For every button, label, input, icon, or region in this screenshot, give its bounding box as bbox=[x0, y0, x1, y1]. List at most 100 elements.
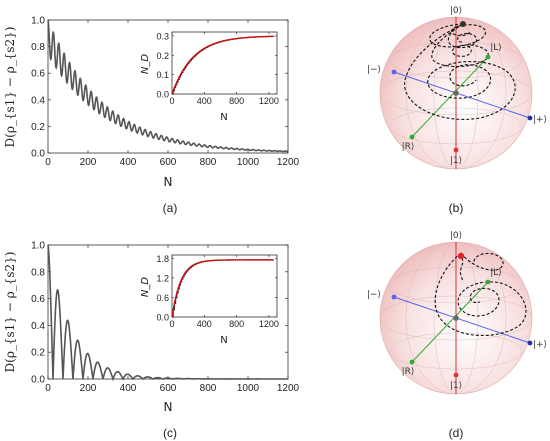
panel-a-xtick-label: 800 bbox=[200, 157, 217, 168]
sphere-b-point-R bbox=[409, 134, 415, 140]
sphere-d-ket-L: |L⟩ bbox=[490, 268, 502, 278]
panel-c-inset-xtick-label: 400 bbox=[197, 319, 212, 329]
panel-c-inset-xtick-label: 800 bbox=[229, 319, 244, 329]
panel-a-inset-ytick-label: 0.3 bbox=[156, 31, 169, 41]
panel-c-ticks: 0 200 400 600 800 1000 1200 0.0 0.2 0.4 0.6 0.8 1.0 bbox=[31, 241, 299, 395]
panel-c-inset-fit bbox=[171, 259, 274, 318]
panel-c-xlabel: N bbox=[164, 400, 173, 414]
panel-c-inset-ytick-label: 0.6 bbox=[156, 293, 169, 303]
panel-a-xtick-label: 1200 bbox=[277, 157, 300, 168]
sphere-d-x-axis bbox=[393, 296, 531, 344]
panel-a-curve bbox=[47, 19, 289, 153]
sphere-d-center bbox=[453, 315, 459, 321]
sphere-b-point-L bbox=[485, 54, 491, 60]
panel-c-ytick-label: 0.4 bbox=[31, 321, 45, 332]
panel-c-ytick-label: 0.8 bbox=[31, 267, 45, 278]
sphere-d-ket-1: |1⟩ bbox=[450, 381, 462, 391]
panel-c-inset-ylabel: N_D bbox=[140, 277, 151, 297]
sphere-b-trajectory bbox=[404, 23, 516, 120]
panel-c-caption: (c) bbox=[163, 426, 177, 440]
panel-a-xtick-label: 1000 bbox=[237, 157, 260, 168]
panel-c-xtick-label: 1000 bbox=[237, 383, 260, 394]
panel-c-inset-xtick-label: 0 bbox=[169, 319, 174, 329]
panel-a-inset-ytick-label: 0.0 bbox=[156, 90, 169, 100]
sphere-d-point-L bbox=[485, 279, 491, 285]
sphere-b-ket-minus: |−⟩ bbox=[367, 65, 381, 75]
sphere-b-center bbox=[453, 90, 459, 96]
sphere-d-state-top bbox=[457, 252, 465, 260]
panel-c-inset-ytick-label: 0.0 bbox=[156, 313, 169, 323]
panel-c-inset-ticks: 0 400 800 1200 0.0 0.6 1.2 1.8 bbox=[156, 254, 278, 329]
panel-a-xlabel: N bbox=[164, 175, 173, 189]
panel-a-xtick-label: 200 bbox=[80, 157, 97, 168]
panel-c-ytick-label: 0.6 bbox=[31, 294, 45, 305]
sphere-b-ket-R: |R⟩ bbox=[402, 142, 415, 152]
panel-a-inset: 0 400 800 1200 0.0 0.1 0.2 0.3 N N_D bbox=[140, 31, 279, 123]
panel-a-ytick-label: 1.0 bbox=[31, 16, 45, 27]
sphere-d-point-minus bbox=[391, 294, 397, 300]
sphere-d-ket-minus: |−⟩ bbox=[367, 290, 381, 300]
panel-c-inset-frame bbox=[171, 254, 278, 318]
sphere-b-ket-plus: |+⟩ bbox=[533, 115, 547, 125]
panel-a-inset-fit bbox=[171, 35, 274, 95]
panel-c-chart: 0 200 400 600 800 1000 12000.00.20.40.60.81.0 … bbox=[3, 241, 300, 441]
panel-c-ylabel: D(ρ_{s1} − ρ_{s2}) bbox=[3, 252, 17, 373]
panel-a-xtick-label: 0 bbox=[45, 157, 51, 168]
panel-a-inset-ytick-label: 0.1 bbox=[156, 70, 169, 80]
sphere-b-state-top bbox=[460, 21, 466, 27]
panel-b-caption: (b) bbox=[449, 201, 464, 215]
panel-a-ytick-label: 0.4 bbox=[31, 95, 45, 106]
panel-a-ticks: 0 200 400 600 800 1000 1200 0.0 0.2 0.4 0.6 0.8 1.0 bbox=[31, 16, 299, 169]
panel-c-inset-ytick-label: 1.8 bbox=[156, 254, 169, 264]
bloch-sphere-d: |0⟩ |1⟩ |−⟩ |+⟩ |L⟩ |R⟩ (d) bbox=[367, 231, 547, 440]
panel-a-inset-ytick-label: 0.2 bbox=[156, 51, 169, 61]
panel-a-xtick-label: 600 bbox=[160, 157, 177, 168]
sphere-b-ket-1: |1⟩ bbox=[450, 156, 462, 166]
panel-c-xtick-label: 800 bbox=[200, 383, 217, 394]
panel-a-ylabel: D(ρ_{s1} − ρ_{s2}) bbox=[3, 27, 17, 148]
sphere-b-point-minus bbox=[391, 69, 397, 75]
panel-a-xtick-label: 400 bbox=[120, 157, 137, 168]
panel-c-inset-ytick-label: 1.2 bbox=[156, 273, 169, 283]
sphere-d-y-axis bbox=[411, 281, 489, 363]
panel-a-inset-xtick-label: 400 bbox=[197, 96, 212, 106]
panel-a-inset-xtick-label: 800 bbox=[229, 96, 244, 106]
panel-a-ytick-label: 0.8 bbox=[31, 42, 45, 53]
sphere-d-point-plus bbox=[527, 340, 533, 346]
panel-c-ytick-label: 0.2 bbox=[31, 348, 45, 359]
panel-c-inset-xtick-label: 1200 bbox=[259, 319, 279, 329]
panel-c-xtick-label: 1200 bbox=[277, 383, 300, 394]
sphere-d-trajectory bbox=[434, 252, 527, 336]
panel-c-curve bbox=[47, 244, 288, 382]
sphere-d-point-R bbox=[409, 359, 415, 365]
panel-c-xtick-label: 600 bbox=[160, 383, 177, 394]
sphere-b-x-axis bbox=[393, 71, 531, 119]
panel-c-xtick-label: 200 bbox=[80, 383, 97, 394]
panel-d-caption: (d) bbox=[449, 426, 464, 440]
sphere-d-ket-0: |0⟩ bbox=[450, 231, 462, 241]
panel-a-ytick-label: 0.6 bbox=[31, 69, 45, 80]
panel-a-inset-xtick-label: 0 bbox=[169, 96, 174, 106]
sphere-b-point-plus bbox=[527, 115, 533, 121]
panel-c-ytick-label: 0.0 bbox=[31, 375, 45, 386]
sphere-b-ket-0: |0⟩ bbox=[450, 6, 462, 16]
panel-a-ytick-label: 0.0 bbox=[31, 149, 45, 160]
panel-c-inset: 0 400 800 1200 0.0 0.6 1.2 1.8 N N_D bbox=[140, 254, 279, 346]
sphere-d-ket-R: |R⟩ bbox=[402, 367, 415, 377]
panel-a-chart: 0 200 400 600 800 1000 12000.00.20.40.60.81.0 … bbox=[3, 16, 300, 216]
panel-a-inset-xtick-label: 1200 bbox=[259, 96, 279, 106]
sphere-b-point-one bbox=[453, 147, 459, 153]
panel-c-xtick-label: 400 bbox=[120, 383, 137, 394]
panel-c-xtick-label: 0 bbox=[45, 383, 51, 394]
panel-c-ytick-label: 1.0 bbox=[31, 241, 45, 252]
sphere-d-point-one bbox=[453, 372, 459, 378]
panel-a-inset-ylabel: N_D bbox=[140, 54, 151, 74]
bloch-sphere-b: |0⟩ |1⟩ |−⟩ |+⟩ |L⟩ |R⟩ (b) bbox=[367, 6, 547, 215]
panel-a-inset-xlabel: N bbox=[220, 112, 227, 123]
sphere-b-ket-L: |L⟩ bbox=[490, 43, 502, 53]
panel-a-caption: (a) bbox=[163, 201, 178, 215]
panel-a-ytick-label: 0.2 bbox=[31, 122, 45, 133]
panel-c-inset-xlabel: N bbox=[220, 335, 227, 346]
sphere-d-ket-plus: |+⟩ bbox=[533, 340, 547, 350]
